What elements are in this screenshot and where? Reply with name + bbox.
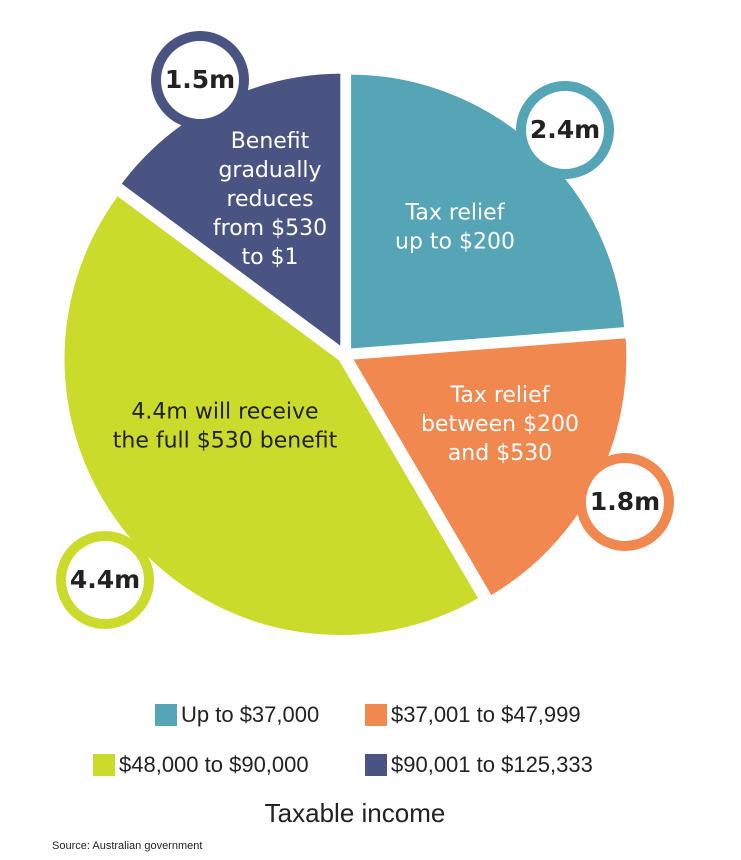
legend-swatch (365, 754, 387, 776)
value-label: 1.8m (590, 487, 660, 516)
slice-annotation: Tax relief (450, 383, 551, 408)
legend-swatch (93, 754, 115, 776)
slice-annotation: Benefit (231, 129, 310, 154)
value-label: 4.4m (70, 565, 140, 594)
slice-annotation: reduces (226, 187, 313, 212)
slice-annotation: and $530 (448, 441, 552, 466)
slice-annotation: from $530 (213, 216, 327, 241)
legend-label: Up to $37,000 (181, 702, 319, 727)
legend-label: $48,000 to $90,000 (119, 752, 309, 777)
value-bubble (151, 31, 249, 129)
legend-label: $37,001 to $47,999 (391, 702, 581, 727)
slice-annotation: to $1 (241, 245, 298, 270)
legend-swatch (155, 704, 177, 726)
value-label: 1.5m (165, 65, 235, 94)
slice-annotation: the full $530 benefit (113, 429, 338, 454)
source: Source: Australian government (52, 840, 202, 852)
slice-annotation: between $200 (421, 412, 579, 437)
value-bubble (56, 531, 154, 629)
value-bubble (516, 81, 614, 179)
slice-annotation: up to $200 (395, 230, 515, 255)
slice-annotation: gradually (218, 158, 321, 183)
legend-swatch (365, 704, 387, 726)
value-bubble (576, 453, 674, 551)
slice-annotation: 4.4m will receive (131, 400, 318, 425)
legend-title: Taxable income (265, 798, 446, 828)
value-label: 2.4m (530, 115, 600, 144)
legend-label: $90,001 to $125,333 (391, 752, 593, 777)
slice-annotation: Tax relief (405, 201, 506, 226)
